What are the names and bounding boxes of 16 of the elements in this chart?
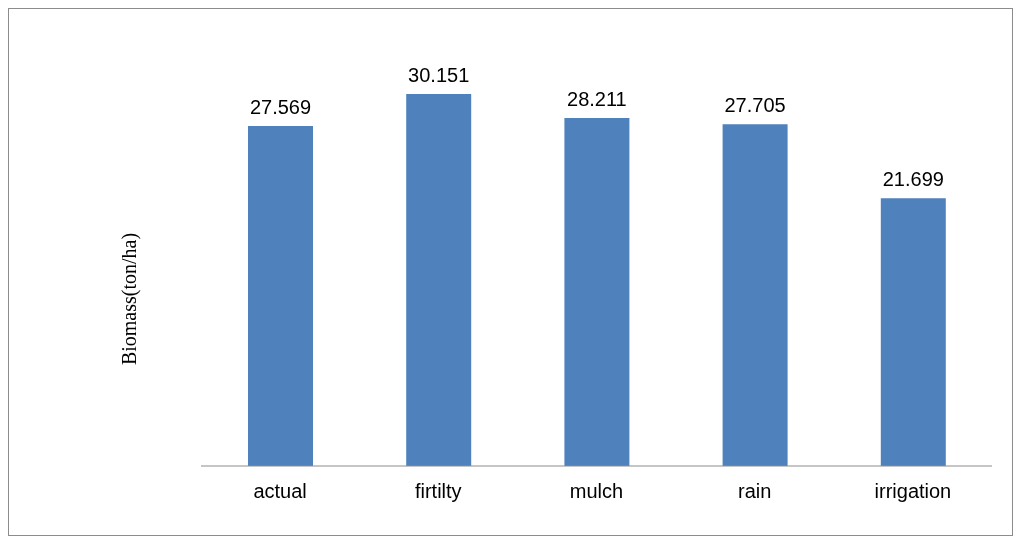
x-tick-label: actual bbox=[253, 480, 307, 503]
bar bbox=[722, 124, 788, 466]
bar bbox=[406, 94, 472, 466]
data-label: 27.705 bbox=[724, 94, 786, 117]
data-label: 30.151 bbox=[408, 64, 470, 87]
bar bbox=[564, 118, 630, 466]
bar bbox=[248, 125, 313, 466]
x-tick-label: rain bbox=[738, 480, 772, 503]
data-label: 27.569 bbox=[249, 95, 312, 118]
x-tick-label: firtilty bbox=[414, 480, 462, 503]
x-tick-label: mulch bbox=[569, 480, 624, 503]
y-axis-title: Biomass(ton/ha) bbox=[117, 232, 141, 366]
data-label: 21.699 bbox=[882, 168, 944, 191]
x-tick-label: irrigation bbox=[874, 480, 952, 503]
bar bbox=[880, 198, 946, 466]
data-label: 28.211 bbox=[567, 88, 627, 111]
